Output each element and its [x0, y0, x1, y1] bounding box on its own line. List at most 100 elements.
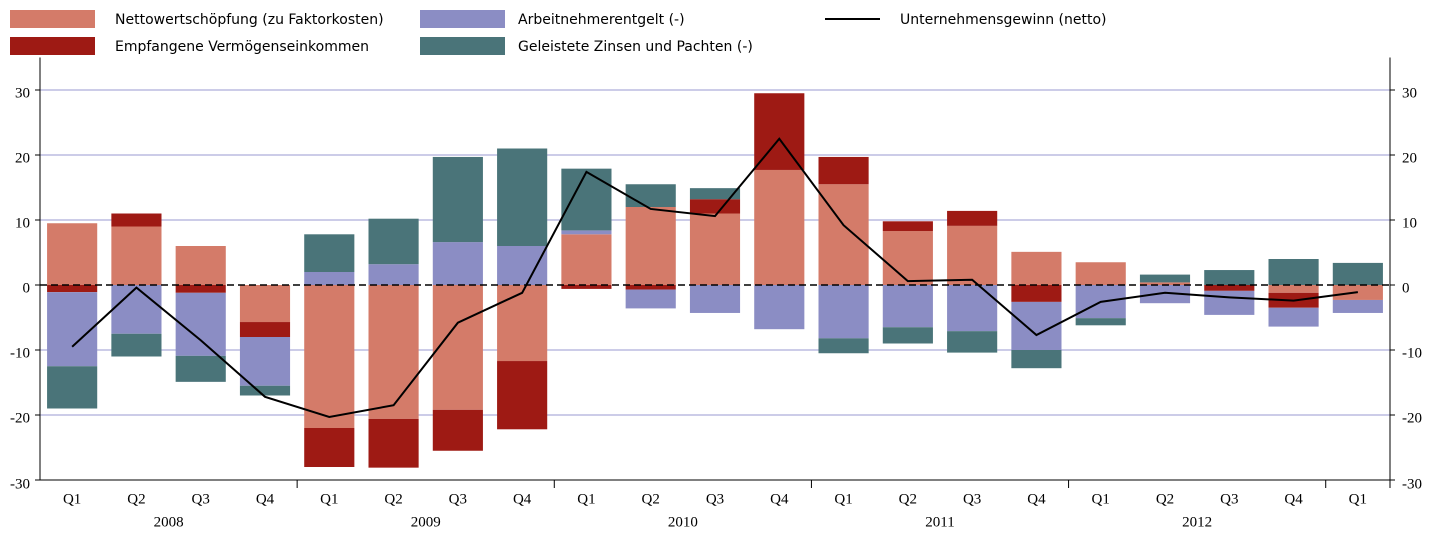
legend-swatch [10, 10, 95, 28]
x-tick-label: Q2 [899, 491, 917, 507]
y-tick-label: 20 [15, 150, 30, 166]
x-tick-label: Q2 [642, 491, 660, 507]
y-tick-label: 10 [15, 215, 30, 231]
bar [1139, 282, 1191, 285]
y-tick-label: 30 [15, 85, 30, 101]
legend-swatch [420, 37, 505, 55]
y-tick-label: 0 [23, 280, 31, 296]
bar [239, 285, 291, 323]
bar [304, 428, 355, 467]
x-tick-label: Q3 [706, 491, 724, 507]
bar [1268, 285, 1319, 293]
bar [818, 338, 869, 354]
x-tick-label: Q4 [770, 491, 789, 507]
bar [882, 285, 933, 328]
bar [561, 230, 612, 235]
bar [1204, 290, 1255, 315]
bar [1332, 299, 1383, 313]
x-group-label: 2010 [668, 514, 698, 530]
bar [561, 234, 612, 285]
bar [1332, 262, 1383, 285]
bar [882, 231, 933, 285]
bar [175, 292, 226, 356]
bar [1139, 285, 1191, 304]
x-tick-label: Q2 [127, 491, 145, 507]
bar [239, 385, 291, 396]
bar [1011, 251, 1062, 285]
y-tick-label: -20 [10, 410, 30, 426]
bar [1268, 259, 1319, 285]
bar [1139, 274, 1191, 283]
bar [818, 184, 869, 285]
x-tick-label: Q4 [256, 491, 275, 507]
bar [947, 225, 998, 285]
bar [497, 361, 548, 430]
legend-label: Nettowertschöpfung (zu Faktorkosten) [115, 12, 384, 28]
bar [625, 289, 676, 309]
bar [111, 226, 162, 285]
bar [497, 246, 548, 285]
bar [754, 285, 805, 330]
bar [1011, 350, 1062, 369]
bar [175, 246, 226, 285]
legend-label: Unternehmensgewinn (netto) [900, 12, 1107, 28]
x-tick-label: Q4 [1284, 491, 1303, 507]
bar [947, 285, 998, 332]
bar [111, 333, 162, 357]
bar [1011, 285, 1062, 302]
legend-swatch [420, 10, 505, 28]
bar [882, 221, 933, 232]
x-tick-label: Q1 [1349, 491, 1367, 507]
x-group-label: 2008 [154, 514, 184, 530]
bar [1268, 307, 1319, 327]
x-tick-label: Q3 [449, 491, 467, 507]
bar [497, 148, 548, 246]
legend-label: Geleistete Zinsen und Pachten (-) [518, 39, 753, 55]
x-tick-label: Q1 [834, 491, 852, 507]
bar [497, 285, 548, 362]
x-group-label: 2009 [411, 514, 441, 530]
bar [561, 168, 612, 231]
bar [47, 292, 98, 367]
y-tick-label: -30 [10, 476, 30, 492]
bar [368, 418, 419, 468]
y2-tick-label: 0 [1402, 280, 1410, 296]
x-tick-label: Q4 [513, 491, 532, 507]
bar [368, 264, 419, 285]
bar [175, 355, 226, 382]
y-tick-label: -10 [10, 345, 30, 361]
y2-tick-label: 30 [1402, 85, 1417, 101]
x-tick-label: Q2 [384, 491, 402, 507]
bar [689, 285, 741, 313]
bar [689, 199, 741, 214]
bar [432, 242, 483, 285]
bar [689, 188, 741, 200]
x-tick-label: Q1 [320, 491, 338, 507]
x-tick-label: Q3 [963, 491, 981, 507]
line [71, 137, 1358, 418]
bar [175, 285, 226, 293]
bar [432, 409, 483, 451]
bar [561, 285, 612, 289]
x-tick-label: Q4 [1027, 491, 1046, 507]
bar [1075, 318, 1126, 326]
bar [111, 213, 162, 227]
y2-tick-label: -10 [1402, 345, 1422, 361]
legend-label: Empfangene Vermögenseinkommen [115, 39, 369, 55]
bar [754, 93, 805, 170]
bar [1204, 285, 1255, 291]
legend-swatch [10, 37, 95, 55]
bar [1075, 262, 1126, 285]
bar [47, 366, 98, 409]
bar [625, 184, 676, 207]
bar [368, 285, 419, 419]
bar [754, 169, 805, 285]
bar [239, 322, 291, 337]
bar [882, 327, 933, 344]
bar [304, 272, 355, 285]
bar [432, 285, 483, 410]
bar [625, 207, 676, 285]
bar [304, 234, 355, 272]
bar [818, 156, 869, 185]
